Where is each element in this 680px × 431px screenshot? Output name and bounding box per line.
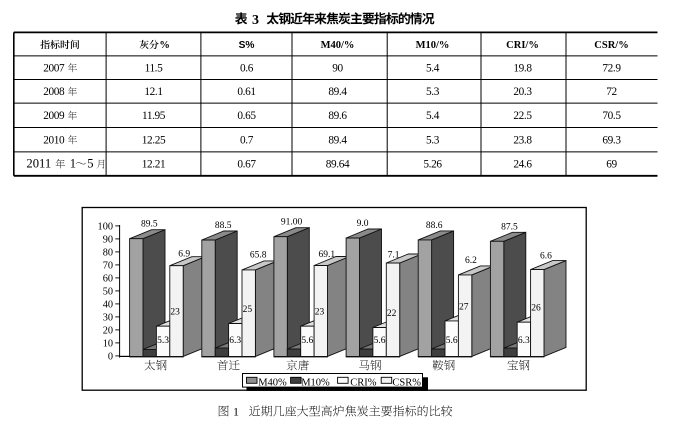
svg-text:40: 40	[103, 300, 113, 311]
svg-text:6.2: 6.2	[465, 256, 477, 266]
svg-text:69.3: 69.3	[602, 135, 621, 147]
svg-text:25: 25	[243, 305, 253, 315]
svg-text:%: %	[159, 40, 170, 51]
svg-text:22: 22	[387, 309, 397, 319]
svg-text:90: 90	[332, 63, 343, 75]
svg-text:22.5: 22.5	[513, 110, 532, 122]
svg-text:5.3: 5.3	[426, 86, 440, 98]
svg-text:90: 90	[103, 235, 113, 246]
svg-text:69: 69	[606, 159, 617, 171]
svg-text:100: 100	[98, 222, 113, 233]
svg-text:12.1: 12.1	[144, 86, 162, 98]
svg-text:3: 3	[252, 13, 259, 28]
svg-text:89.64: 89.64	[326, 159, 350, 171]
svg-text:5.3: 5.3	[157, 336, 169, 346]
svg-text:60: 60	[103, 274, 113, 285]
svg-text:6.9: 6.9	[178, 250, 190, 260]
svg-text:1: 1	[233, 405, 239, 419]
svg-text:6.3: 6.3	[518, 336, 530, 346]
svg-text:10: 10	[103, 339, 113, 350]
svg-text:0: 0	[108, 352, 113, 363]
svg-text:M10%: M10%	[301, 377, 330, 388]
svg-text:6.6: 6.6	[540, 251, 552, 261]
svg-text:CRI/%: CRI/%	[506, 40, 539, 51]
svg-text:0.6: 0.6	[240, 63, 254, 75]
svg-text:89.4: 89.4	[328, 135, 347, 147]
svg-text:1: 1	[70, 157, 76, 171]
svg-text:5.4: 5.4	[426, 110, 440, 122]
svg-text:M40%: M40%	[258, 377, 287, 388]
svg-text:30: 30	[103, 313, 113, 324]
svg-text:20.3: 20.3	[513, 86, 532, 98]
svg-text:2009: 2009	[43, 110, 65, 122]
svg-text:5.6: 5.6	[446, 336, 458, 346]
svg-text:70: 70	[103, 261, 113, 272]
svg-text:5.3: 5.3	[426, 135, 440, 147]
svg-text:2007: 2007	[43, 63, 65, 75]
svg-text:11.95: 11.95	[142, 110, 166, 122]
svg-text:CRI%: CRI%	[350, 377, 377, 388]
svg-text:19.8: 19.8	[513, 63, 532, 75]
svg-text:23: 23	[170, 308, 180, 318]
svg-text:20: 20	[103, 326, 113, 337]
svg-text:2008: 2008	[43, 86, 65, 98]
svg-text:0.61: 0.61	[237, 86, 255, 98]
svg-text:89.6: 89.6	[328, 110, 347, 122]
svg-text:87.5: 87.5	[501, 222, 518, 232]
svg-text:0.65: 0.65	[237, 110, 256, 122]
svg-text:11.5: 11.5	[145, 63, 164, 75]
svg-text:2010: 2010	[43, 135, 65, 147]
svg-text:65.8: 65.8	[250, 251, 267, 261]
svg-text:69.1: 69.1	[318, 250, 335, 260]
svg-text:7.1: 7.1	[388, 251, 400, 261]
svg-text:91.00: 91.00	[281, 218, 303, 228]
svg-text:80: 80	[103, 248, 113, 259]
svg-text:5.6: 5.6	[301, 336, 313, 346]
svg-text:72.9: 72.9	[602, 63, 621, 75]
svg-text:24.6: 24.6	[513, 159, 532, 171]
svg-text:5.26: 5.26	[423, 159, 442, 171]
svg-text:5.4: 5.4	[426, 63, 440, 75]
svg-text:50: 50	[103, 287, 113, 298]
svg-text:CSR/%: CSR/%	[594, 40, 628, 51]
svg-text:5.6: 5.6	[374, 336, 386, 346]
svg-text:88.6: 88.6	[426, 221, 443, 231]
svg-text:12.21: 12.21	[142, 159, 165, 171]
svg-text:26: 26	[531, 304, 541, 314]
svg-text:27: 27	[459, 302, 469, 312]
svg-text:23: 23	[315, 308, 325, 318]
svg-text:6.3: 6.3	[229, 336, 241, 346]
svg-text:M10/%: M10/%	[416, 40, 450, 51]
svg-text:0.7: 0.7	[240, 135, 254, 147]
svg-text:5: 5	[87, 157, 93, 171]
svg-text:12.25: 12.25	[142, 135, 166, 147]
svg-text:9.0: 9.0	[357, 219, 369, 229]
svg-text:72: 72	[606, 86, 617, 98]
svg-text:CSR%: CSR%	[392, 377, 421, 388]
svg-text:70.5: 70.5	[602, 110, 621, 122]
svg-text:0.67: 0.67	[237, 159, 256, 171]
svg-text:23.8: 23.8	[513, 135, 532, 147]
svg-text:89.4: 89.4	[328, 86, 347, 98]
svg-text:S%: S%	[239, 40, 255, 51]
svg-text:88.5: 88.5	[215, 221, 232, 231]
svg-text:2011: 2011	[26, 157, 51, 171]
svg-text:M40/%: M40/%	[321, 40, 355, 51]
svg-text:89.5: 89.5	[141, 220, 158, 230]
